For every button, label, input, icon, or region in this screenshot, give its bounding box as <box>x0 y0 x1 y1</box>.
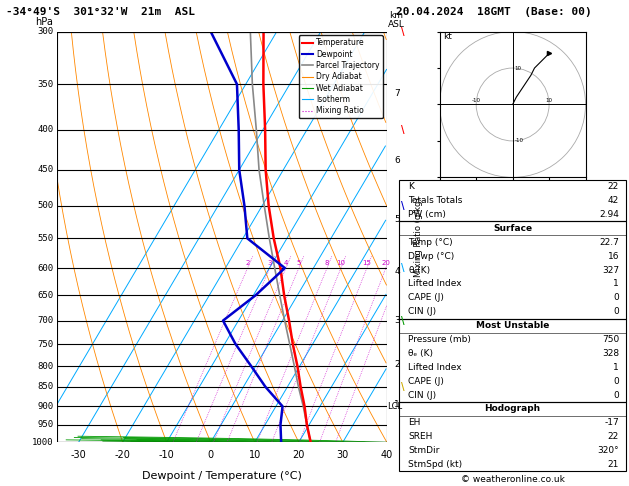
Text: 800: 800 <box>37 362 53 371</box>
Text: Temp (°C): Temp (°C) <box>408 238 453 247</box>
Text: 22: 22 <box>608 182 619 191</box>
Text: 950: 950 <box>37 420 53 429</box>
Text: Most Unstable: Most Unstable <box>476 321 549 330</box>
Text: kt: kt <box>443 32 452 41</box>
Text: hPa: hPa <box>36 17 53 27</box>
Text: 550: 550 <box>37 234 53 243</box>
Text: \: \ <box>401 263 404 273</box>
Text: 10: 10 <box>337 260 345 266</box>
Text: 1: 1 <box>394 400 400 409</box>
Text: 328: 328 <box>602 349 619 358</box>
Text: -10: -10 <box>472 98 481 103</box>
Text: 4: 4 <box>394 267 400 277</box>
Text: 450: 450 <box>37 165 53 174</box>
Text: 0: 0 <box>613 294 619 302</box>
Text: \: \ <box>401 27 404 36</box>
Text: 7: 7 <box>394 89 400 98</box>
Text: Pressure (mb): Pressure (mb) <box>408 335 471 344</box>
Text: 8: 8 <box>325 260 329 266</box>
Text: Dewpoint / Temperature (°C): Dewpoint / Temperature (°C) <box>142 471 302 482</box>
Text: 500: 500 <box>37 201 53 210</box>
Text: 20.04.2024  18GMT  (Base: 00): 20.04.2024 18GMT (Base: 00) <box>396 7 592 17</box>
Text: 10: 10 <box>248 450 261 460</box>
Text: 0: 0 <box>613 307 619 316</box>
Text: K: K <box>408 182 415 191</box>
Text: -10: -10 <box>515 139 523 143</box>
Text: θₑ(K): θₑ(K) <box>408 265 431 275</box>
Text: © weatheronline.co.uk: © weatheronline.co.uk <box>460 474 565 484</box>
Text: 0: 0 <box>208 450 214 460</box>
Text: 10: 10 <box>545 98 553 103</box>
Text: 0: 0 <box>613 391 619 399</box>
Text: CAPE (J): CAPE (J) <box>408 377 444 386</box>
Text: θₑ (K): θₑ (K) <box>408 349 433 358</box>
Text: -34°49'S  301°32'W  21m  ASL: -34°49'S 301°32'W 21m ASL <box>6 7 195 17</box>
Text: CAPE (J): CAPE (J) <box>408 294 444 302</box>
Legend: Temperature, Dewpoint, Parcel Trajectory, Dry Adiabat, Wet Adiabat, Isotherm, Mi: Temperature, Dewpoint, Parcel Trajectory… <box>299 35 383 118</box>
Text: 30: 30 <box>337 450 349 460</box>
Text: StmDir: StmDir <box>408 446 440 455</box>
Text: \: \ <box>401 315 404 326</box>
Text: SREH: SREH <box>408 432 433 441</box>
Text: Hodograph: Hodograph <box>484 404 541 414</box>
Text: -20: -20 <box>114 450 131 460</box>
Text: Dewp (°C): Dewp (°C) <box>408 252 455 260</box>
Text: 10: 10 <box>515 66 521 70</box>
Text: 22.7: 22.7 <box>599 238 619 247</box>
Text: Mixing Ratio (g/kg): Mixing Ratio (g/kg) <box>414 197 423 277</box>
Text: 400: 400 <box>37 125 53 134</box>
Text: 300: 300 <box>37 27 53 36</box>
Text: 21: 21 <box>608 460 619 469</box>
Text: PW (cm): PW (cm) <box>408 210 447 219</box>
Text: 6: 6 <box>394 156 400 165</box>
Text: \: \ <box>401 125 404 135</box>
Text: 3: 3 <box>267 260 272 266</box>
Text: 1: 1 <box>613 279 619 289</box>
Text: 320°: 320° <box>598 446 619 455</box>
Text: LCL: LCL <box>387 402 403 411</box>
Text: 2.94: 2.94 <box>599 210 619 219</box>
Text: 20: 20 <box>292 450 305 460</box>
Text: 2: 2 <box>394 360 400 368</box>
Text: 350: 350 <box>37 80 53 88</box>
Text: 40: 40 <box>381 450 393 460</box>
Text: 750: 750 <box>602 335 619 344</box>
Text: -17: -17 <box>604 418 619 427</box>
Text: 20: 20 <box>381 260 391 266</box>
Text: 2: 2 <box>245 260 250 266</box>
Text: 850: 850 <box>37 382 53 391</box>
Text: CIN (J): CIN (J) <box>408 307 437 316</box>
Text: 327: 327 <box>602 265 619 275</box>
Text: 700: 700 <box>37 316 53 325</box>
Text: \: \ <box>401 201 404 211</box>
Text: 1000: 1000 <box>32 438 53 447</box>
Text: Lifted Index: Lifted Index <box>408 363 462 372</box>
Text: \: \ <box>401 382 404 392</box>
Text: CIN (J): CIN (J) <box>408 391 437 399</box>
Text: km
ASL: km ASL <box>388 11 404 29</box>
Text: 22: 22 <box>608 432 619 441</box>
Text: -30: -30 <box>70 450 87 460</box>
Text: 1: 1 <box>613 363 619 372</box>
Text: Totals Totals: Totals Totals <box>408 196 463 205</box>
Text: 600: 600 <box>37 263 53 273</box>
Text: EH: EH <box>408 418 421 427</box>
Text: 750: 750 <box>37 340 53 348</box>
Text: 15: 15 <box>362 260 371 266</box>
Text: 42: 42 <box>608 196 619 205</box>
Text: Lifted Index: Lifted Index <box>408 279 462 289</box>
Text: 650: 650 <box>37 291 53 300</box>
Text: 0: 0 <box>613 377 619 386</box>
Text: 4: 4 <box>284 260 288 266</box>
Text: 5: 5 <box>297 260 301 266</box>
Text: 5: 5 <box>394 215 400 224</box>
Text: 16: 16 <box>608 252 619 260</box>
Text: 900: 900 <box>37 402 53 411</box>
Text: StmSpd (kt): StmSpd (kt) <box>408 460 462 469</box>
Text: Surface: Surface <box>493 224 532 233</box>
Text: -10: -10 <box>159 450 175 460</box>
Text: 3: 3 <box>394 316 400 325</box>
